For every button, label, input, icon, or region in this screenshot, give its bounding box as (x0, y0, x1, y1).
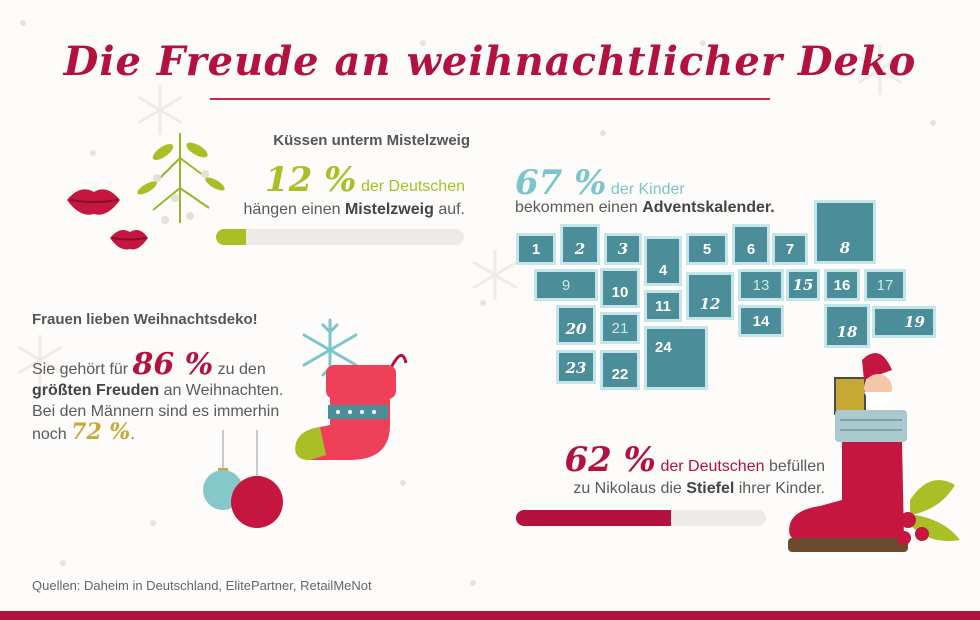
calendar-door: 4 (644, 236, 682, 286)
calendar-door: 22 (600, 350, 640, 390)
women-percent: 86 % (132, 347, 214, 382)
calendar-door: 7 (772, 233, 808, 265)
calendar-door: 5 (686, 233, 728, 265)
calendar-door: 3 (604, 233, 642, 265)
nikolaus-line2-pre: zu Nikolaus die (573, 480, 682, 497)
calendar-door: 19 (872, 306, 936, 338)
advent-percent: 67 % (515, 163, 607, 203)
calendar-door: 24 (644, 326, 708, 390)
women-heading: Frauen lieben Weihnachtsdeko! (32, 311, 258, 328)
kiss-lips-icon (67, 189, 148, 250)
christmas-stocking-icon (295, 354, 408, 460)
women-line2-post: an Weihnachten. (163, 382, 284, 399)
calendar-door: 17 (864, 269, 906, 301)
calendar-door: 21 (600, 312, 640, 344)
women-line1-pre: Sie gehört für (32, 361, 129, 378)
women-line4-post: . (130, 426, 135, 443)
mistletoe-line2-post: auf. (438, 201, 465, 218)
calendar-door: 15 (786, 269, 820, 301)
advent-line1-text: der Kinder (610, 181, 685, 198)
mistletoe-progress-bar (216, 229, 464, 245)
nikolaus-boot-icon (788, 352, 960, 552)
women-line2-bold: größten Freuden (32, 382, 160, 399)
calendar-door: 13 (738, 269, 784, 301)
advent-line2-pre: bekommen einen (515, 199, 638, 216)
calendar-door: 11 (644, 290, 682, 322)
calendar-door: 10 (600, 268, 640, 308)
mistletoe-progress-fill (216, 229, 246, 245)
nikolaus-line2-bold: Stiefel (686, 480, 735, 497)
calendar-door: 8 (814, 200, 876, 264)
snowflake-decoration-icon (857, 45, 903, 95)
nikolaus-line2-post: ihrer Kinder. (738, 480, 825, 497)
calendar-door: 23 (556, 350, 596, 384)
snowflake-decoration-icon (472, 250, 518, 300)
calendar-door: 6 (732, 224, 770, 265)
calendar-door: 18 (824, 304, 870, 348)
nikolaus-progress-bar (516, 510, 766, 526)
nikolaus-line1-post: befüllen (768, 458, 825, 475)
women-line3: Bei den Männern sind es immerhin (32, 403, 280, 420)
page-title: Die Freude an weihnachtlicher Deko (63, 38, 917, 85)
calendar-door: 16 (824, 269, 860, 301)
mistletoe-percent: 12 % (265, 160, 357, 200)
calendar-door: 9 (534, 269, 598, 301)
calendar-door: 20 (556, 305, 596, 345)
mistletoe-line2-bold: Mistelzweig (344, 201, 434, 218)
mistletoe-heading: Küssen unterm Mistelzweig (273, 132, 470, 149)
men-percent: 72 % (71, 419, 131, 445)
calendar-door: 12 (686, 272, 734, 320)
nikolaus-line1-mid: der Deutschen (660, 458, 765, 475)
women-line1-post: zu den (217, 361, 266, 378)
nikolaus-percent: 62 % (564, 440, 656, 480)
nikolaus-progress-fill (516, 510, 671, 526)
calendar-door: 14 (738, 305, 784, 337)
mistletoe-line1-text: der Deutschen (360, 178, 465, 195)
advent-line2-bold: Adventskalender. (642, 199, 775, 216)
mistletoe-line2-pre: hängen einen (243, 201, 341, 218)
sources-note: Quellen: Daheim in Deutschland, ElitePar… (32, 578, 372, 593)
snowflake-decoration-icon (137, 85, 183, 135)
christmas-ornaments-icon (203, 430, 283, 528)
women-line4-pre: noch (32, 426, 67, 443)
snowflake-decoration-icon (17, 335, 63, 385)
title-underline (210, 98, 770, 100)
calendar-door: 2 (560, 224, 600, 265)
mistletoe-icon (137, 133, 225, 224)
footer-bar (0, 611, 980, 620)
